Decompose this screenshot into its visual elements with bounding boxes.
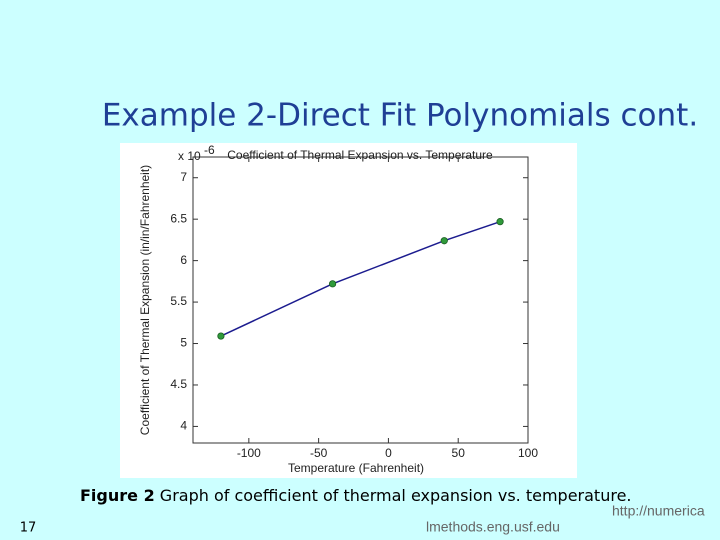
data-point — [496, 218, 504, 226]
y-axis-label: Coefficient of Thermal Expansion (in/in/… — [138, 165, 152, 435]
slide-title: Example 2-Direct Fit Polynomials cont. — [102, 98, 698, 134]
data-point — [217, 332, 225, 340]
page-number: 17 — [20, 521, 37, 536]
y-tick-label: 4.5 — [170, 377, 187, 391]
footer-url: http://numerica — [612, 503, 705, 519]
data-line — [220, 220, 501, 337]
x-tick-label: 100 — [518, 446, 538, 460]
x-tick-label: -50 — [310, 446, 328, 460]
x-axis-label: Temperature (Fahrenheit) — [288, 461, 424, 475]
data-point — [440, 237, 448, 245]
chart-area — [120, 143, 577, 478]
data-point — [328, 280, 337, 288]
footer-site: lmethods.eng.usf.edu — [426, 519, 560, 535]
y-multiplier: x 10 — [178, 149, 201, 163]
caption-label: Figure 2 — [80, 486, 155, 505]
plot-frame — [192, 156, 529, 444]
caption: Figure 2 Graph of coefficient of thermal… — [80, 486, 632, 505]
y-tick-label: 7 — [180, 170, 187, 184]
y-tick-label: 5.5 — [170, 294, 187, 308]
y-tick-label: 5 — [180, 336, 187, 350]
caption-text: Graph of coefficient of thermal expansio… — [160, 486, 632, 505]
x-tick-label: 50 — [452, 446, 466, 460]
x-tick-label: -100 — [237, 446, 261, 460]
x-tick-label: 0 — [385, 446, 392, 460]
y-multiplier-exponent: -6 — [204, 143, 215, 157]
chart-title: Coefficient of Thermal Expansion vs. Tem… — [227, 148, 493, 162]
y-tick-label: 6.5 — [170, 211, 187, 225]
y-tick-label: 6 — [180, 253, 187, 267]
y-tick-label: 4 — [180, 419, 187, 433]
